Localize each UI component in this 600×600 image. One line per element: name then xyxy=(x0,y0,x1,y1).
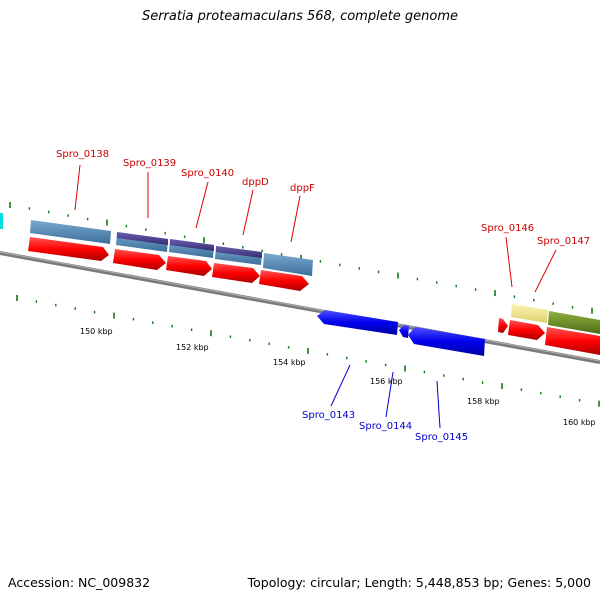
khaki-feature-spro-0146 xyxy=(511,304,548,323)
label-spro-0143: Spro_0143 xyxy=(302,410,355,421)
leader-spro-0146 xyxy=(505,236,513,288)
accession-text: Accession: NC_009832 xyxy=(8,575,151,590)
label-spro-0146: Spro_0146 xyxy=(481,223,534,234)
cds-arrow-spro-0143 xyxy=(317,310,398,335)
cds-arrow-spro-0144 xyxy=(399,325,409,338)
leader-spro-0145 xyxy=(436,380,441,429)
cds-arrow-spro-0145 xyxy=(408,327,485,356)
cds-arrow-spro-0138 xyxy=(28,237,109,261)
leader-spro-0140 xyxy=(195,181,209,229)
label-spro-0144: Spro_0144 xyxy=(359,421,412,432)
label-spro-0140: Spro_0140 xyxy=(181,168,234,179)
purple-feature-spro-0140 xyxy=(170,239,214,251)
label-spro-0145: Spro_0145 xyxy=(415,432,468,443)
label-dppd: dppD xyxy=(242,177,269,188)
cds-arrow-dppd xyxy=(212,263,260,283)
cds-arrow-spro-0147 xyxy=(545,327,600,355)
leader-spro-0143 xyxy=(330,364,351,407)
leader-dppf xyxy=(290,195,301,243)
scale-ticks-lower xyxy=(16,295,600,407)
olive-feature-spro-0147 xyxy=(548,311,600,334)
scale-label-156kbp: 156 kbp xyxy=(370,377,403,386)
scale-label-160kbp: 160 kbp xyxy=(563,418,596,427)
map-title: Serratia proteamaculans 568, complete ge… xyxy=(141,9,459,24)
genome-stats-text: Topology: circular; Length: 5,448,853 bp… xyxy=(247,575,591,590)
scale-label-158kbp: 158 kbp xyxy=(467,397,500,406)
steelblue-feature-dppf xyxy=(263,253,313,276)
purple-feature-dppd xyxy=(216,246,262,258)
scale-label-154kbp: 154 kbp xyxy=(273,358,306,367)
label-spro-0138: Spro_0138 xyxy=(56,149,109,160)
label-spro-0139: Spro_0139 xyxy=(123,158,176,169)
cds-arrow-spro-0140 xyxy=(166,256,212,276)
cds-arrow-spro-0139 xyxy=(113,249,166,270)
cyan-feature xyxy=(0,213,3,229)
leader-spro-0138 xyxy=(74,164,81,211)
scale-label-150kbp: 150 kbp xyxy=(80,327,113,336)
label-dppf: dppF xyxy=(290,183,315,194)
steelblue-feature-spro-0138 xyxy=(30,220,111,244)
genome-backbone-highlight xyxy=(0,251,600,362)
leader-spro-0147 xyxy=(534,249,557,293)
leader-dppd xyxy=(242,189,254,236)
scale-label-152kbp: 152 kbp xyxy=(176,343,209,352)
cds-arrow-dppf xyxy=(259,270,309,291)
purple-feature-spro-0139 xyxy=(117,232,168,245)
cds-arrow-partial-left xyxy=(498,318,508,333)
genome-backbone xyxy=(0,251,600,364)
cds-arrow-spro-0146 xyxy=(508,320,545,340)
label-spro-0147: Spro_0147 xyxy=(537,236,590,247)
leader-spro-0144 xyxy=(385,371,394,418)
